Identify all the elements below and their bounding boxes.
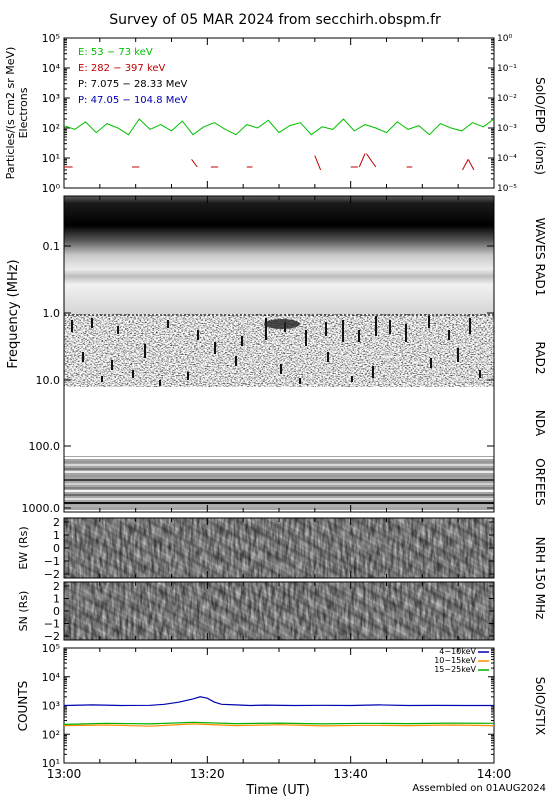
nrh-sn-tick-label: 0 [53,605,60,618]
waves-rad1-spectrogram [64,196,494,314]
stix-4-10kev-series [64,696,494,707]
epd-left-axis: 10⁰ 10¹ 10² 10³ 10⁴ 10⁵ [42,32,70,195]
stix-15-25kev-series [64,721,494,725]
epd-red-segment [358,153,366,168]
epd-left-tick-label: 10³ [42,92,60,105]
stix-tick-label: 10² [42,728,60,741]
stix-instrument-label: SolO/STIX [533,677,547,736]
nrh-sn-tick-label: 2 [53,580,60,593]
stix-panel: 10¹ 10² 10³ 10⁴ 10⁵ 4−10keV 10−15keV 15−25ke… [16,642,547,770]
epd-legend-item-2: E: 282 − 397 keV [78,63,166,74]
nrh-ew-axis: 210−1−2 [44,516,494,581]
nrh-ew-texture [64,518,494,578]
radio-tick-label: 1.0 [43,307,61,320]
rad2-burst-blob [264,319,300,329]
epd-right-tick-label: 10⁻³ [497,124,517,134]
nda-label: NDA [533,410,547,437]
epd-ions-label: (ions) [533,141,547,175]
epd-right-tick-label: 10⁻² [497,94,517,104]
nrh-instrument-label: NRH 150 MHz [533,537,547,620]
nrh-sn-tick-label: −1 [44,618,60,631]
epd-right-axis: 10⁻⁵ 10⁻⁴ 10⁻³ 10⁻² 10⁻¹ 10⁰ [488,34,517,194]
epd-instrument-label: SolO/EPD [533,77,547,133]
epd-right-tick-label: 10⁻¹ [497,64,517,74]
nrh-sn-panel: 210−1−2 SN (Rs) [17,580,495,643]
epd-right-tick-label: 10⁻⁵ [497,184,517,194]
nrh-ew-tick-label: −1 [44,555,60,568]
epd-left-tick-label: 10¹ [42,152,60,165]
epd-legend-item-1: E: 53 − 73 keV [78,47,153,58]
stix-tick-label: 10⁵ [42,642,60,655]
epd-right-tick-label: 10⁻⁴ [497,154,517,164]
epd-left-tick-label: 10² [42,122,60,135]
time-tick-label: 13:20 [190,767,225,781]
rad2-burst-marks [71,316,481,386]
stix-10-15kev-series [64,723,494,727]
epd-red-segment [191,159,198,168]
orfees-label: ORFEES [533,458,547,505]
rad2-label: RAD2 [533,342,547,375]
nrh-sn-tick-label: −2 [44,630,60,643]
radio-tick-label: 1000.0 [22,502,61,515]
radio-frequency-axis: 0.1 1.0 10.0 100.0 1000.0 [22,240,494,515]
nrh-ew-tick-label: 0 [53,542,60,555]
time-axis: 13:00 13:20 13:40 14:00 [47,38,512,781]
nrh-ew-panel: 210−1−2 EW (Rs) [17,516,495,581]
stix-tick-label: 10³ [42,700,60,713]
nrh-sn-texture [64,582,494,640]
time-tick-label: 14:00 [477,767,512,781]
stix-axis: 10¹ 10² 10³ 10⁴ 10⁵ [42,642,494,770]
epd-electron-high-series [64,153,475,171]
epd-electron-low-series [64,118,494,136]
epd-legend-item-4: P: 47.05 − 104.8 MeV [78,95,188,106]
nrh-sn-ylabel: SN (Rs) [17,591,30,632]
stix-legend-item-2: 10−15keV [434,656,476,665]
epd-legend: E: 53 − 73 keV E: 282 − 397 keV P: 7.075… [78,47,188,106]
nrh-sn-tick-label: 1 [53,593,60,606]
epd-legend-item-3: P: 7.075 − 28.33 MeV [78,79,188,90]
epd-red-segment [467,159,475,171]
nrh-ew-tick-label: −2 [44,568,60,581]
radio-ylabel: Frequency (MHz) [6,259,21,368]
epd-right-tick-label: 10⁰ [497,34,512,44]
nrh-ew-tick-label: 1 [53,529,60,542]
stix-legend-item-3: 15−25keV [434,665,476,674]
radio-tick-label: 10.0 [36,374,61,387]
nrh-sn-axis: 210−1−2 [44,580,494,643]
stix-tick-label: 10¹ [42,757,60,770]
assembled-note: Assembled on 01AUG2024 [412,783,546,794]
figure-title: Survey of 05 MAR 2024 from secchirh.obsp… [109,12,441,28]
epd-red-segment [314,155,322,171]
epd-red-segment [365,153,377,168]
time-tick-label: 13:00 [47,767,82,781]
nrh-ew-tick-label: 2 [53,516,60,529]
waves-rad1-label: WAVES RAD1 [533,218,547,297]
epd-frame [63,37,495,189]
orfees-band-lines [64,457,494,507]
radio-panel: 0.1 1.0 10.0 100.0 1000.0 Frequency (MHz) WA… [6,195,547,515]
time-tick-label: 13:40 [333,767,368,781]
radio-tick-label: 100.0 [29,440,61,453]
stix-tick-label: 10⁴ [42,671,61,684]
stix-legend: 4−10keV 10−15keV 15−25keV [434,647,489,674]
stix-ylabel: COUNTS [16,681,30,732]
radio-tick-label: 0.1 [43,240,61,253]
epd-ylabel: Particles/(s cm2 sr MeV) [4,47,17,180]
epd-ylabel-sub: Electrons [17,87,30,138]
epd-left-tick-label: 10⁵ [42,32,60,45]
nrh-ew-ylabel: EW (Rs) [17,526,30,569]
time-axis-label: Time (UT) [245,783,310,798]
epd-red-segment [462,159,469,171]
epd-left-tick-label: 10⁰ [42,182,61,195]
epd-left-tick-label: 10⁴ [42,62,61,75]
